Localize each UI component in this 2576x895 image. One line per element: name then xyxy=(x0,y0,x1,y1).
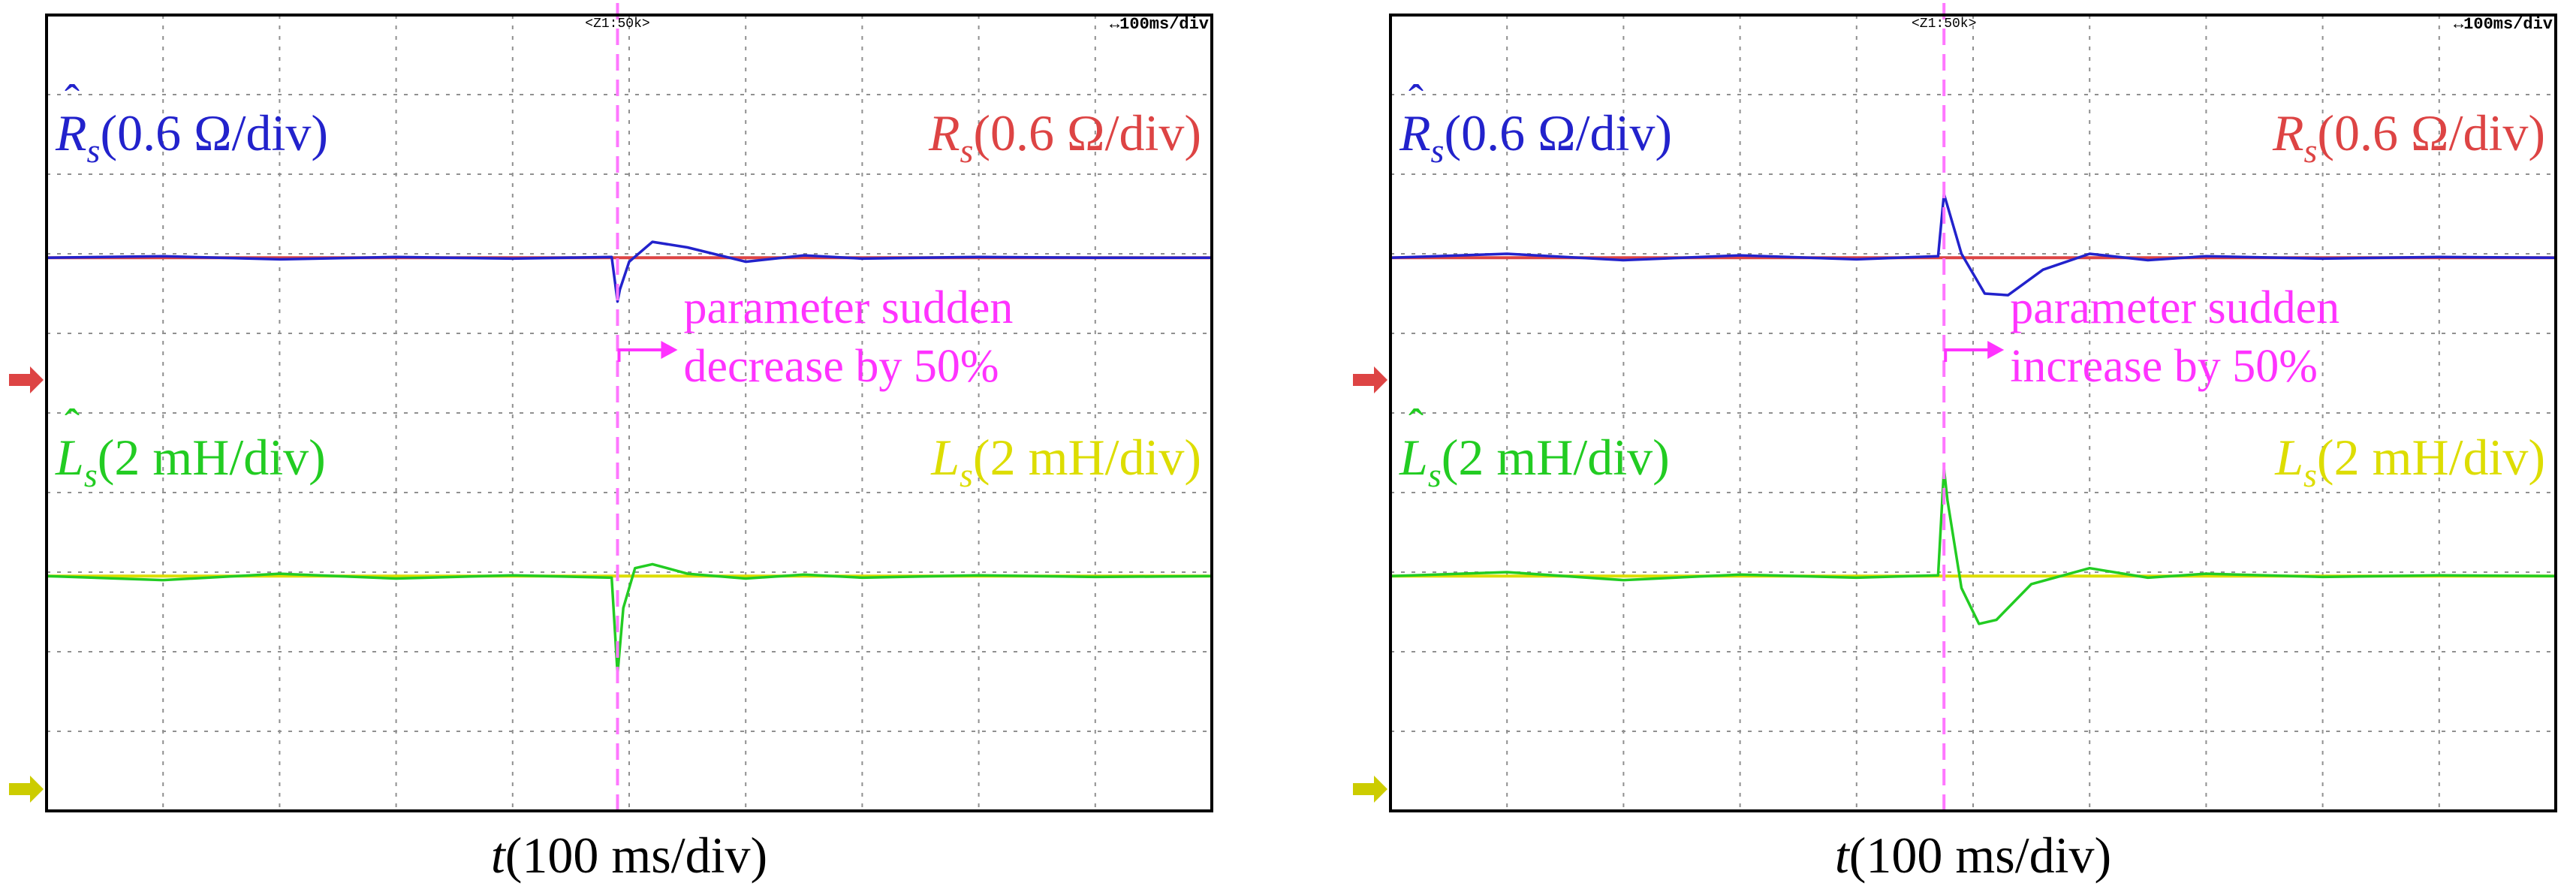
x-axis-label: t(100 ms/div) xyxy=(491,827,767,884)
x-axis-label: t(100 ms/div) xyxy=(1835,827,2111,884)
label-ls-hat-hat: ˆ xyxy=(65,400,80,450)
annotation-arrow-head xyxy=(1987,341,2005,359)
x-axis-label-symbol: t xyxy=(491,827,507,884)
label-ls-symbol: L xyxy=(2274,429,2303,486)
label-ls: Ls(2 mH/div) xyxy=(2274,429,2545,494)
label-rs-hat: Rs(0.6 Ω/div) xyxy=(1399,104,1672,170)
label-ls-hat-symbol: L xyxy=(1399,429,1428,486)
x-axis-label-symbol: t xyxy=(1835,827,1851,884)
x-axis-label-unit: (100 ms/div) xyxy=(505,827,767,884)
label-rs-subscript: s xyxy=(2303,131,2317,170)
annotation-arrow-shaft xyxy=(1944,348,1990,362)
annotation-arrow-head xyxy=(661,341,678,359)
cursor-label: <Z1:50k> xyxy=(1912,17,1976,32)
grid xyxy=(1390,15,2556,811)
label-rs-symbol: R xyxy=(2272,104,2304,161)
annotation-line: parameter sudden xyxy=(683,282,1013,333)
label-rs-hat-subscript: s xyxy=(1431,131,1445,170)
label-ls-hat-subscript: s xyxy=(1428,456,1442,494)
label-ls-subscript: s xyxy=(960,456,973,494)
label-rs-hat-symbol: R xyxy=(1399,104,1431,161)
label-rs-hat-unit: (0.6 Ω/div) xyxy=(1444,104,1672,161)
label-rs-symbol: R xyxy=(928,104,960,161)
label-rs-unit: (0.6 Ω/div) xyxy=(973,104,1201,161)
annotation-line: parameter sudden xyxy=(2010,282,2339,333)
label-ls-hat-unit: (2 mH/div) xyxy=(1442,429,1670,486)
series-line-ls-hat xyxy=(46,562,1213,676)
channel-marker-yellow-arrow xyxy=(1353,776,1387,803)
label-rs: Rs(0.6 Ω/div) xyxy=(928,104,1201,170)
cursor-label: <Z1:50k> xyxy=(585,17,649,32)
label-ls: Ls(2 mH/div) xyxy=(930,429,1201,494)
series-line-rs-hat xyxy=(46,240,1212,303)
label-rs: Rs(0.6 Ω/div) xyxy=(2272,104,2545,170)
x-axis-label-unit: (100 ms/div) xyxy=(1849,827,2111,884)
label-rs-subscript: s xyxy=(960,131,973,170)
timebase-label: ↔100ms/div xyxy=(2454,15,2553,34)
scope-panel-right: <Z1:50k> ↔100ms/div Rs(0.6 Ω/div) ˆ Rs(0.6 Ω… xyxy=(1344,0,2576,895)
label-ls-hat-symbol: L xyxy=(55,429,84,486)
label-ls-hat-subscript: s xyxy=(84,456,98,494)
series-line-ls-hat xyxy=(1390,467,2556,625)
annotation-line: increase by 50% xyxy=(2010,341,2318,392)
channel-marker-yellow-arrow xyxy=(9,776,44,803)
plot-frame xyxy=(1389,14,2557,812)
label-ls-hat: Ls(2 mH/div) xyxy=(1399,429,1670,494)
label-rs-hat: Rs(0.6 Ω/div) xyxy=(55,104,328,170)
plot-frame xyxy=(45,14,1213,812)
grid xyxy=(47,15,1212,811)
label-rs-hat-subscript: s xyxy=(87,131,101,170)
label-ls-hat: Ls(2 mH/div) xyxy=(55,429,326,494)
channel-marker-red-arrow xyxy=(9,366,44,393)
annotation-arrow-shaft xyxy=(617,348,663,362)
label-rs-hat-hat: ˆ xyxy=(65,76,80,125)
label-rs-unit: (0.6 Ω/div) xyxy=(2317,104,2545,161)
label-ls-hat-unit: (2 mH/div) xyxy=(98,429,326,486)
label-ls-subscript: s xyxy=(2303,456,2317,494)
annotation-line: decrease by 50% xyxy=(683,341,999,392)
label-rs-hat-unit: (0.6 Ω/div) xyxy=(100,104,328,161)
timebase-label: ↔100ms/div xyxy=(1110,15,1209,34)
series-line-rs-hat xyxy=(1390,192,2556,297)
label-rs-hat-symbol: R xyxy=(55,104,87,161)
label-ls-hat-hat: ˆ xyxy=(1409,400,1424,450)
channel-marker-red-arrow xyxy=(1353,366,1387,393)
scope-panel-left: <Z1:50k> ↔100ms/div Rs(0.6 Ω/div) ˆ Rs(0.6 Ω… xyxy=(9,3,1213,884)
label-ls-unit: (2 mH/div) xyxy=(973,429,1201,486)
label-ls-symbol: L xyxy=(930,429,960,486)
label-ls-unit: (2 mH/div) xyxy=(2317,429,2545,486)
label-rs-hat-hat: ˆ xyxy=(1409,76,1424,125)
